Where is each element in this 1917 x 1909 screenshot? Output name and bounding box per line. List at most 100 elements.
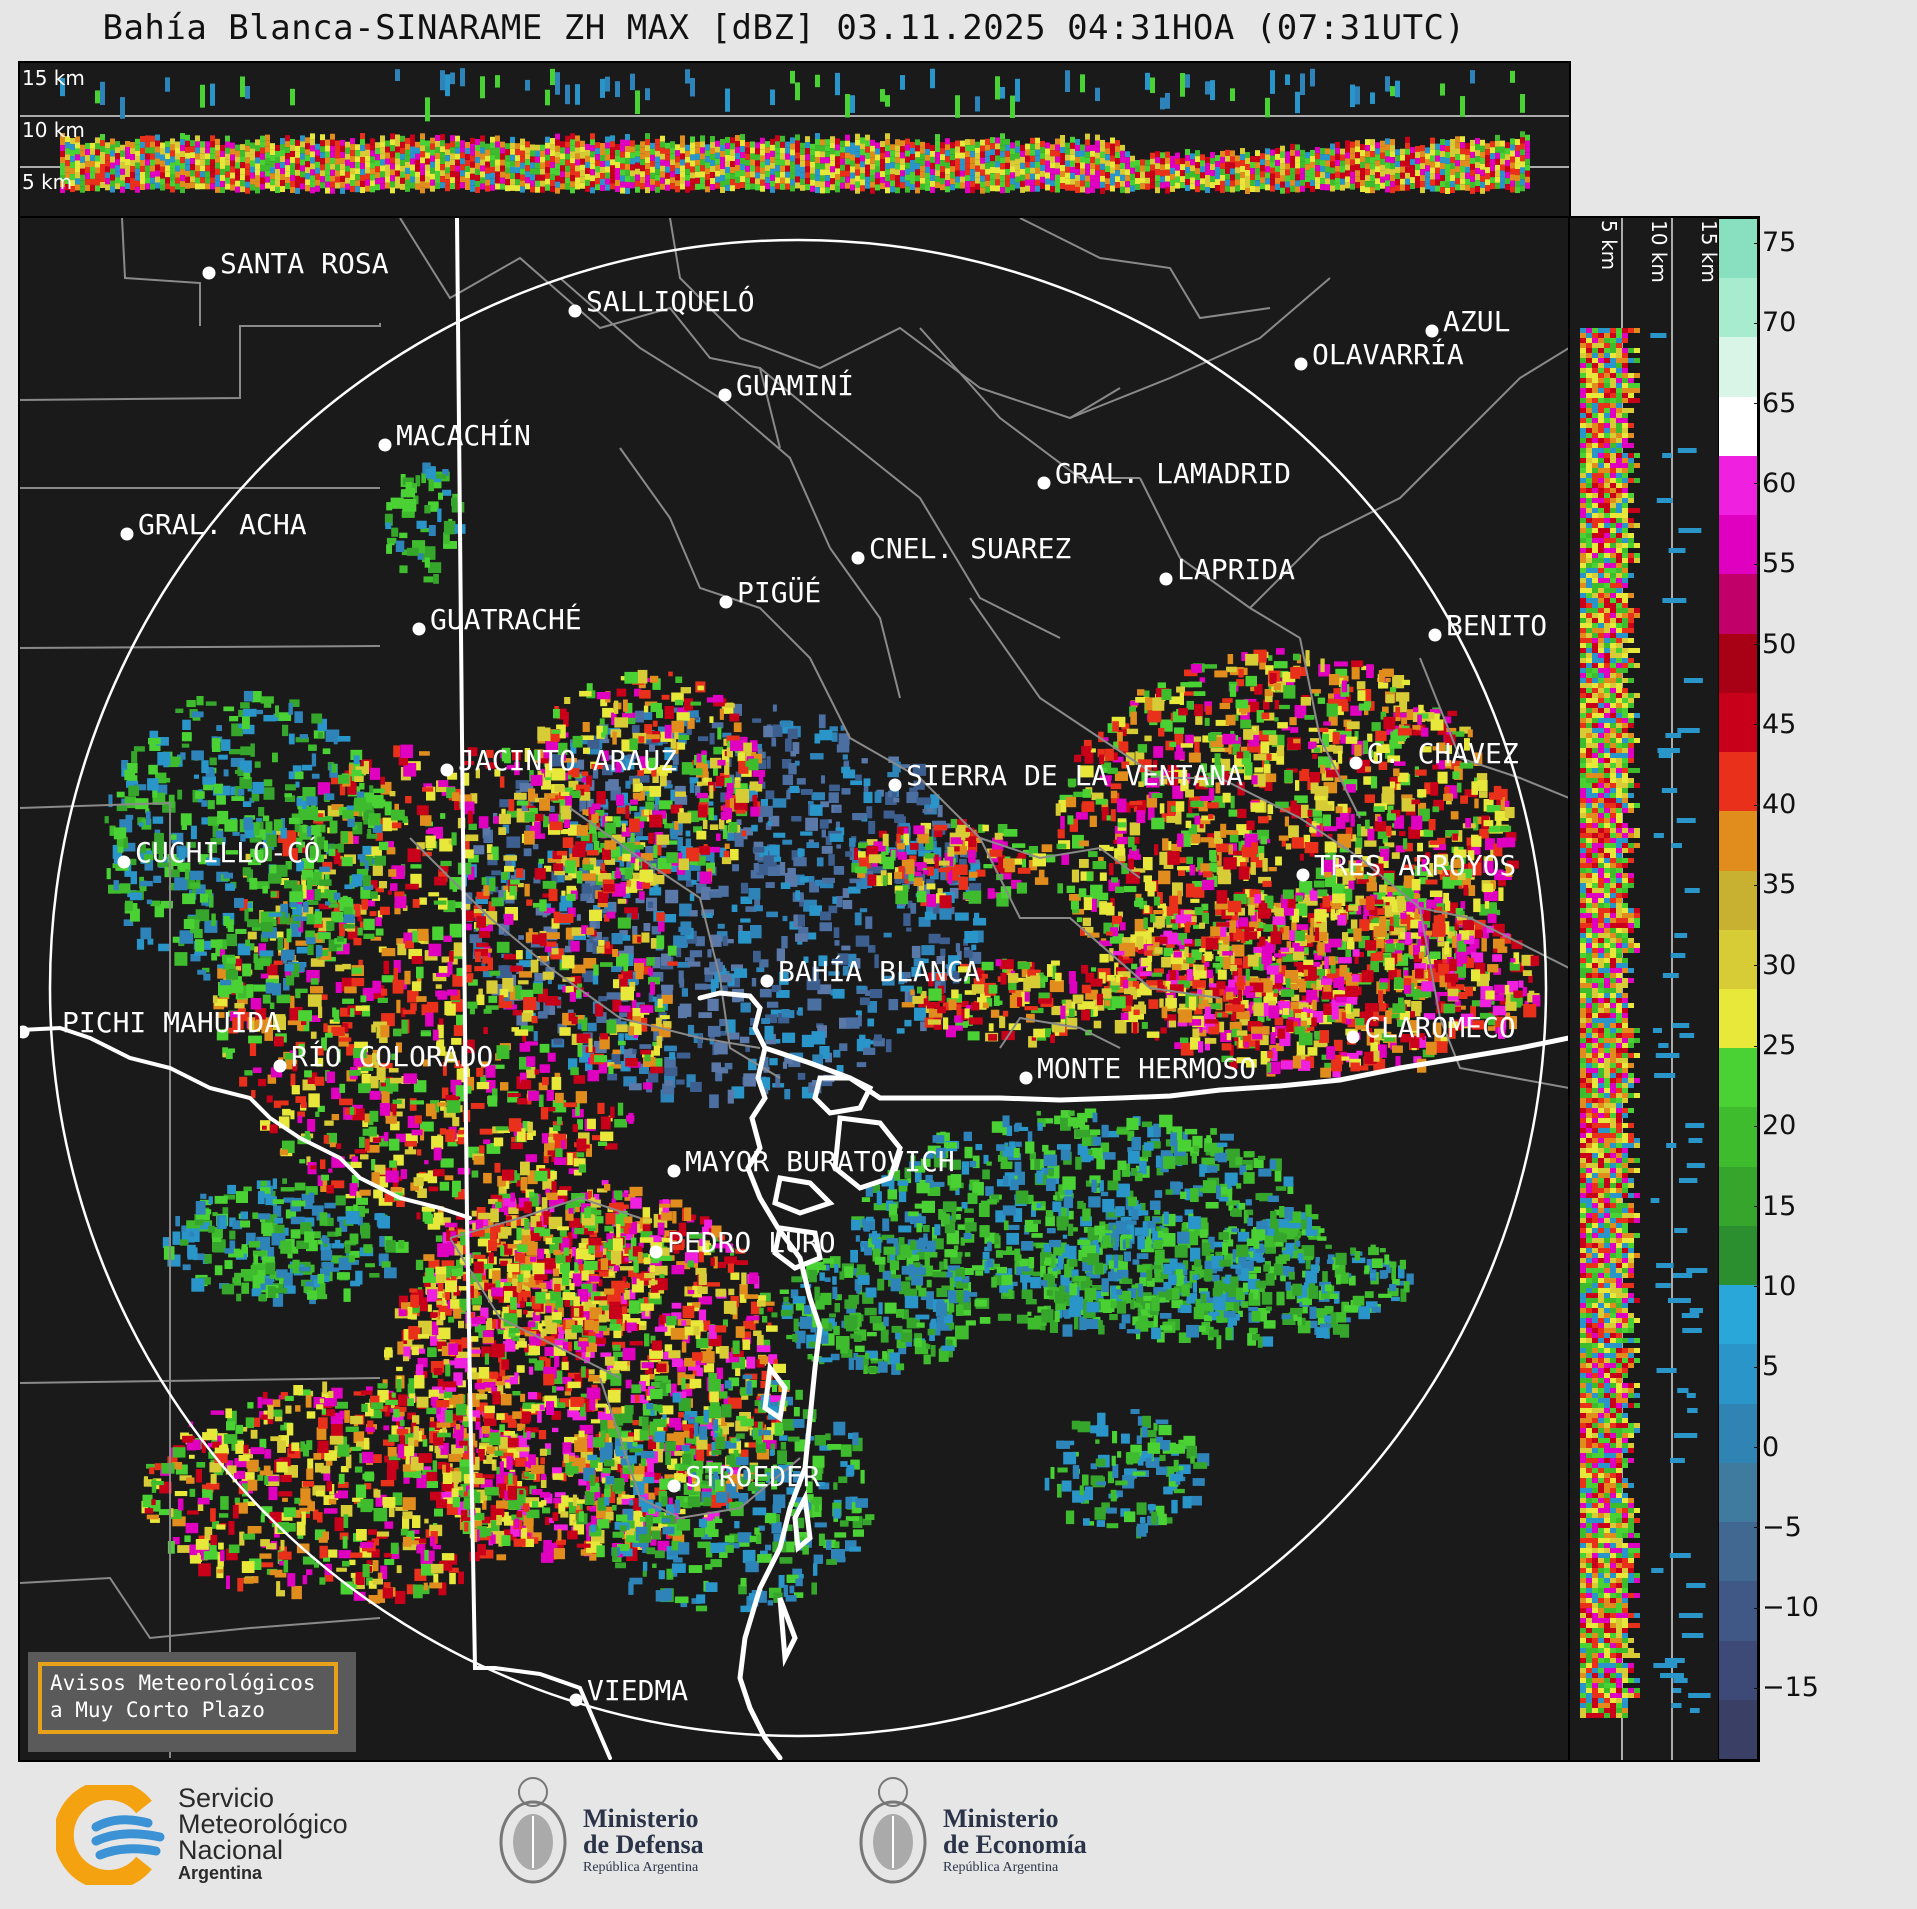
colorbar-tick-label: 55 <box>1753 548 1797 580</box>
defensa-line-1: Ministerio <box>583 1804 699 1833</box>
city-label: BENITO <box>1446 609 1547 642</box>
city-label: PICHI MAHUIDA <box>62 1006 281 1039</box>
city-label: CNEL. SUAREZ <box>869 532 1071 565</box>
city-label: OLAVARRÍA <box>1312 337 1464 371</box>
city-label: MONTE HERMOSO <box>1037 1052 1256 1085</box>
colorbar-tick-label: 30 <box>1753 949 1797 981</box>
city-label: BAHÍA BLANCA <box>778 954 980 988</box>
colorbar-segment <box>1719 1462 1757 1523</box>
smn-line-4: Argentina <box>178 1863 263 1883</box>
top-height-label: 15 km <box>22 66 85 90</box>
city-label: PEDRO LURO <box>667 1226 836 1259</box>
colorbar-segment <box>1719 455 1757 516</box>
colorbar-segment <box>1719 1225 1757 1286</box>
city-label: GRAL. ACHA <box>138 508 307 541</box>
coastline <box>697 990 1569 1760</box>
colorbar-segment <box>1719 337 1757 398</box>
colorbar-segment <box>1719 278 1757 338</box>
colorbar-tick-label: 35 <box>1753 869 1797 901</box>
city-label: MACACHÍN <box>396 418 531 452</box>
colorbar-segment <box>1719 1522 1757 1582</box>
colorbar-segment <box>1719 1107 1757 1168</box>
city-marker <box>20 1025 30 1039</box>
city-marker <box>1425 324 1439 338</box>
city-markers: SANTA ROSA SALLIQUELÓ GUAMINÍ MACACHÍN GRAL.… <box>20 247 1547 1707</box>
city-marker <box>1159 572 1173 586</box>
colorbar-segment <box>1719 870 1757 931</box>
smn-line-3: Nacional <box>178 1835 284 1865</box>
top-height-label: 10 km <box>22 118 85 142</box>
city-marker <box>1296 868 1310 882</box>
warning-box: Avisos Meteorológicos a Muy Corto Plazo <box>28 1652 356 1752</box>
city-label: CUCHILLO-CÓ <box>135 835 320 869</box>
colorbar-tick-label: 25 <box>1753 1030 1797 1061</box>
smn-logo: Servicio Meteorológico Nacional Argentin… <box>56 1785 396 1885</box>
radar-ppi-map[interactable]: SANTA ROSA SALLIQUELÓ GUAMINÍ MACACHÍN GRAL.… <box>18 216 1571 1762</box>
city-marker <box>719 595 733 609</box>
colorbar-tick-label: 10 <box>1753 1270 1797 1302</box>
colorbar-segment <box>1719 1166 1757 1227</box>
warning-line-1: Avisos Meteorológicos <box>50 1671 316 1695</box>
radar-echoes <box>104 462 1541 1613</box>
colorbar-tick-label: −5 <box>1754 1511 1802 1543</box>
city-label: STROEDER <box>685 1460 820 1493</box>
top-height-label: 5 km <box>22 170 72 194</box>
city-label: GRAL. LAMADRID <box>1055 457 1291 490</box>
top-cross-section-plot: 15 km 10 km 5 km <box>20 66 1569 194</box>
city-label: SIERRA DE LA VENTANA <box>906 759 1243 792</box>
smn-line-2: Meteorológico <box>178 1809 348 1839</box>
top-cross-section: 15 km 10 km 5 km <box>18 61 1571 220</box>
defensa-line-2: de Defensa <box>583 1830 704 1859</box>
city-label: TRES ARROYOS <box>1314 849 1516 882</box>
colorbar-segment <box>1719 574 1757 635</box>
city-label: G. CHAVEZ <box>1367 737 1519 770</box>
colorbar-segment <box>1719 1048 1757 1108</box>
colorbar-segment <box>1719 1581 1757 1642</box>
city-marker <box>888 778 902 792</box>
defensa-line-3: República Argentina <box>583 1860 699 1875</box>
city-marker <box>440 763 454 777</box>
city-label: VIEDMA <box>587 1674 688 1707</box>
city-marker <box>760 974 774 988</box>
colorbar-tick-label: −15 <box>1754 1672 1819 1704</box>
colorbar-tick-label: 20 <box>1753 1110 1797 1142</box>
city-marker <box>117 855 131 869</box>
colorbar-segment <box>1719 811 1757 872</box>
colorbar-segment <box>1719 515 1757 575</box>
economia-line-3: República Argentina <box>943 1860 1059 1875</box>
colorbar-segment <box>1719 219 1757 279</box>
city-marker <box>718 388 732 402</box>
colorbar-segment <box>1719 692 1757 753</box>
department-boundaries <box>20 218 1569 1758</box>
city-marker <box>1349 756 1363 770</box>
page-title: Bahía Blanca-SINARAME ZH MAX [dBZ] 03.11… <box>102 8 1466 48</box>
colorbar-segment <box>1719 752 1757 812</box>
economia-logo: Ministerio de Economía República Argenti… <box>855 1772 1135 1897</box>
colorbar-segment <box>1719 1285 1757 1345</box>
colorbar-tick-label: 75 <box>1753 227 1797 258</box>
city-label: CLAROMECO <box>1364 1011 1516 1044</box>
defensa-logo: Ministerio de Defensa República Argentin… <box>495 1772 755 1897</box>
colorbar-tick-label: 40 <box>1753 789 1797 821</box>
city-label: AZUL <box>1443 305 1510 338</box>
colorbar-tick-label: 45 <box>1753 708 1797 740</box>
city-label: SALLIQUELÓ <box>586 284 755 318</box>
side-height-label: 5 km <box>1597 220 1621 270</box>
colorbar-segment <box>1719 1403 1757 1464</box>
city-marker <box>649 1245 663 1259</box>
colorbar-segment <box>1719 1640 1757 1701</box>
city-label: SANTA ROSA <box>220 247 389 280</box>
city-marker <box>1037 476 1051 490</box>
colorbar-tick-label: 70 <box>1753 307 1797 339</box>
city-marker <box>851 551 865 565</box>
city-marker <box>667 1164 681 1178</box>
side-cross-section-plot: 5 km 10 km 15 km <box>1580 218 1720 1760</box>
city-marker <box>1019 1071 1033 1085</box>
city-marker <box>273 1059 287 1073</box>
city-marker <box>667 1479 681 1493</box>
city-marker <box>378 438 392 452</box>
dbz-colorbar <box>1718 218 1758 1760</box>
colorbar-segment <box>1719 929 1757 990</box>
city-label: GUAMINÍ <box>736 368 854 402</box>
smn-line-1: Servicio <box>178 1783 275 1813</box>
